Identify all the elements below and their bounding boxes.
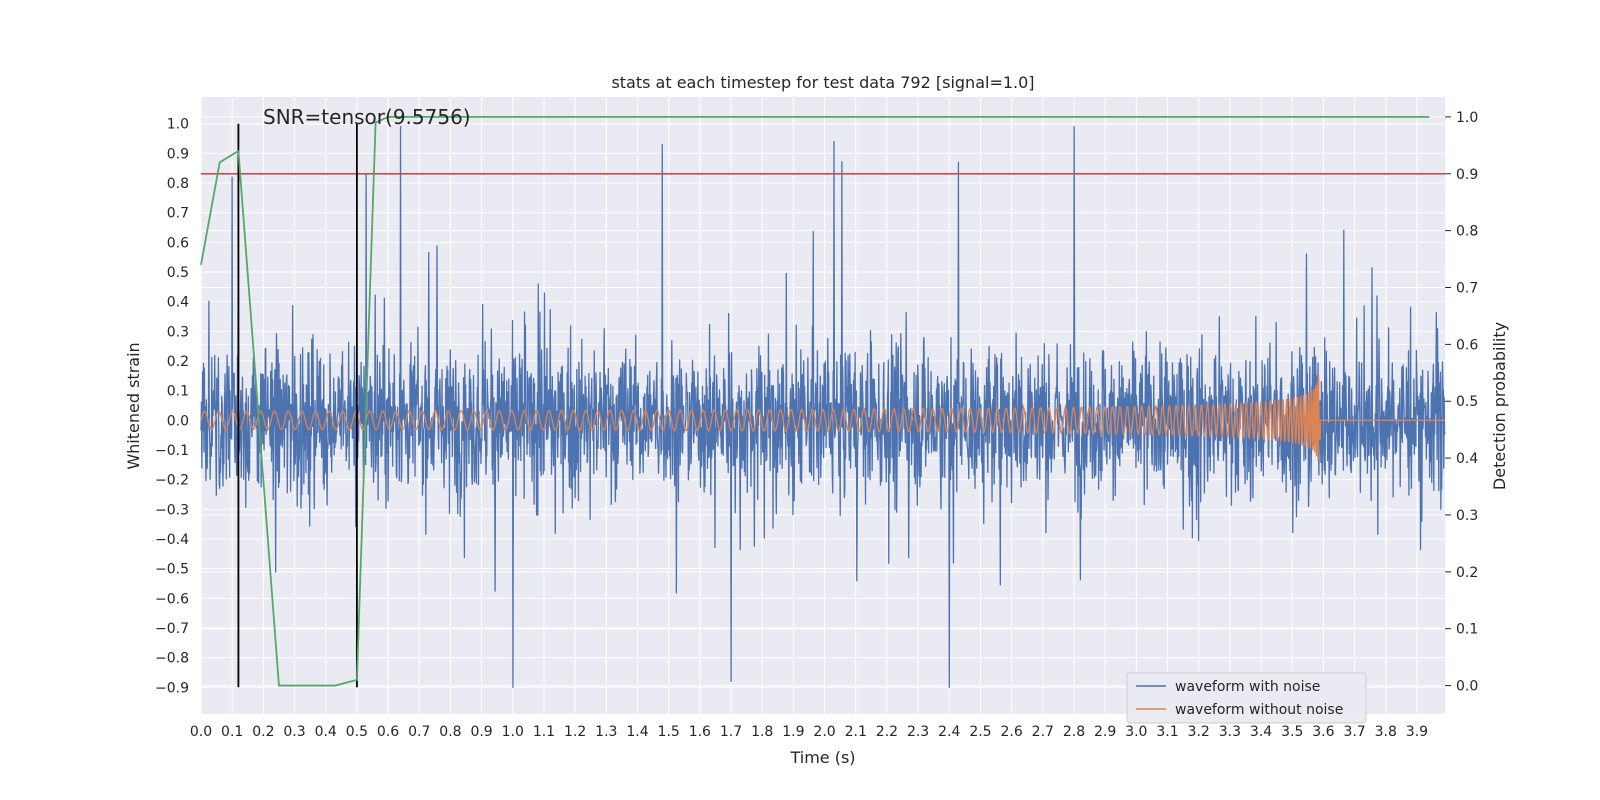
y-tick-label-left: 0.3 bbox=[167, 324, 189, 340]
x-tick-label: 0.9 bbox=[470, 724, 492, 740]
x-tick-label: 3.3 bbox=[1219, 724, 1241, 740]
y-tick-label-left: −0.1 bbox=[155, 443, 189, 459]
x-tick-label: 3.5 bbox=[1281, 724, 1303, 740]
x-tick-label: 3.1 bbox=[1156, 724, 1178, 740]
y-tick-label-right: 0.5 bbox=[1456, 394, 1478, 410]
y-tick-label-left: 0.7 bbox=[167, 206, 189, 222]
y-tick-label-left: 0.9 bbox=[167, 146, 189, 162]
y-tick-label-right: 0.4 bbox=[1456, 451, 1478, 467]
x-tick-label: 2.0 bbox=[813, 724, 835, 740]
y-tick-label-right: 0.2 bbox=[1456, 565, 1478, 581]
series-waveform-without-noise bbox=[200, 375, 1445, 461]
y-tick-label-left: 1.0 bbox=[167, 117, 189, 133]
y-tick-label-left: −0.8 bbox=[155, 651, 189, 667]
x-tick-label: 0.4 bbox=[315, 724, 337, 740]
x-tick-label: 0.2 bbox=[252, 724, 274, 740]
y-tick-label-right: 0.7 bbox=[1456, 281, 1478, 297]
y-tick-label-left: −0.6 bbox=[155, 591, 189, 607]
y-tick-label-left: 0.0 bbox=[167, 413, 189, 429]
x-tick-label: 3.2 bbox=[1188, 724, 1210, 740]
x-tick-label: 1.1 bbox=[533, 724, 555, 740]
y-tick-label-right: 0.9 bbox=[1456, 167, 1478, 183]
tick-layer: 0.0 0.1 0.2 0.3 0.4 0.5 0.6 0.7 0.8 0.9 1.0 1.1 1.2 1… bbox=[155, 110, 1478, 740]
y-tick-label-left: −0.9 bbox=[155, 680, 189, 696]
x-tick-label: 0.7 bbox=[408, 724, 430, 740]
x-tick-label: 3.0 bbox=[1125, 724, 1147, 740]
snr-annotation: SNR=tensor(9.5756) bbox=[263, 105, 471, 129]
x-axis-label: Time (s) bbox=[789, 748, 855, 767]
x-tick-label: 1.9 bbox=[782, 724, 804, 740]
y-tick-label-right: 0.0 bbox=[1456, 679, 1478, 695]
y-tick-label-left: 0.6 bbox=[167, 235, 189, 251]
y-tick-label-left: 0.2 bbox=[167, 354, 189, 370]
y-axis-label-left: Whitened strain bbox=[124, 342, 143, 469]
y-tick-label-left: −0.7 bbox=[155, 621, 189, 637]
legend-label-clean: waveform without noise bbox=[1175, 702, 1343, 718]
x-tick-label: 2.3 bbox=[907, 724, 929, 740]
legend-label-noise: waveform with noise bbox=[1175, 679, 1320, 695]
y-tick-label-left: 0.5 bbox=[167, 265, 189, 281]
series-detection-probability bbox=[200, 116, 1430, 687]
legend: waveform with noise waveform without noi… bbox=[1126, 672, 1367, 724]
chart-title: stats at each timestep for test data 792… bbox=[611, 73, 1034, 92]
x-tick-label: 3.4 bbox=[1250, 724, 1272, 740]
y-tick-label-right: 0.6 bbox=[1456, 337, 1478, 353]
x-tick-label: 0.0 bbox=[190, 724, 212, 740]
x-tick-label: 2.6 bbox=[1000, 724, 1022, 740]
y-tick-label-right: 0.8 bbox=[1456, 224, 1478, 240]
x-tick-label: 3.6 bbox=[1312, 724, 1334, 740]
y-tick-label-left: −0.3 bbox=[155, 502, 189, 518]
x-tick-label: 0.5 bbox=[346, 724, 368, 740]
x-tick-label: 0.6 bbox=[377, 724, 399, 740]
x-tick-label: 2.7 bbox=[1032, 724, 1054, 740]
x-tick-label: 3.7 bbox=[1343, 724, 1365, 740]
x-tick-label: 0.8 bbox=[439, 724, 461, 740]
y-tick-label-left: −0.2 bbox=[155, 473, 189, 489]
y-axis-label-right: Detection probability bbox=[1490, 322, 1509, 490]
x-tick-label: 0.1 bbox=[221, 724, 243, 740]
x-tick-label: 3.8 bbox=[1375, 724, 1397, 740]
x-tick-label: 1.6 bbox=[689, 724, 711, 740]
x-tick-label: 3.9 bbox=[1406, 724, 1428, 740]
x-tick-label: 2.9 bbox=[1094, 724, 1116, 740]
y-tick-label-right: 0.1 bbox=[1456, 622, 1478, 638]
y-tick-label-left: −0.4 bbox=[155, 532, 189, 548]
legend-box bbox=[1126, 672, 1367, 724]
x-tick-label: 2.2 bbox=[876, 724, 898, 740]
series-layer bbox=[200, 116, 1446, 688]
y-tick-label-left: −0.5 bbox=[155, 562, 189, 578]
x-tick-label: 2.5 bbox=[969, 724, 991, 740]
y-tick-label-right: 1.0 bbox=[1456, 110, 1478, 126]
x-tick-label: 2.4 bbox=[938, 724, 960, 740]
y-tick-label-right: 0.3 bbox=[1456, 508, 1478, 524]
x-tick-label: 1.0 bbox=[502, 724, 524, 740]
y-tick-label-left: 0.8 bbox=[167, 176, 189, 192]
x-tick-label: 1.3 bbox=[595, 724, 617, 740]
y-tick-label-left: 0.4 bbox=[167, 295, 189, 311]
x-tick-label: 2.1 bbox=[845, 724, 867, 740]
x-tick-label: 1.4 bbox=[626, 724, 648, 740]
x-tick-label: 2.8 bbox=[1063, 724, 1085, 740]
x-tick-label: 1.7 bbox=[720, 724, 742, 740]
x-tick-label: 0.3 bbox=[283, 724, 305, 740]
y-tick-label-left: 0.1 bbox=[167, 384, 189, 400]
x-tick-label: 1.5 bbox=[658, 724, 680, 740]
x-tick-label: 1.8 bbox=[751, 724, 773, 740]
x-tick-label: 1.2 bbox=[564, 724, 586, 740]
